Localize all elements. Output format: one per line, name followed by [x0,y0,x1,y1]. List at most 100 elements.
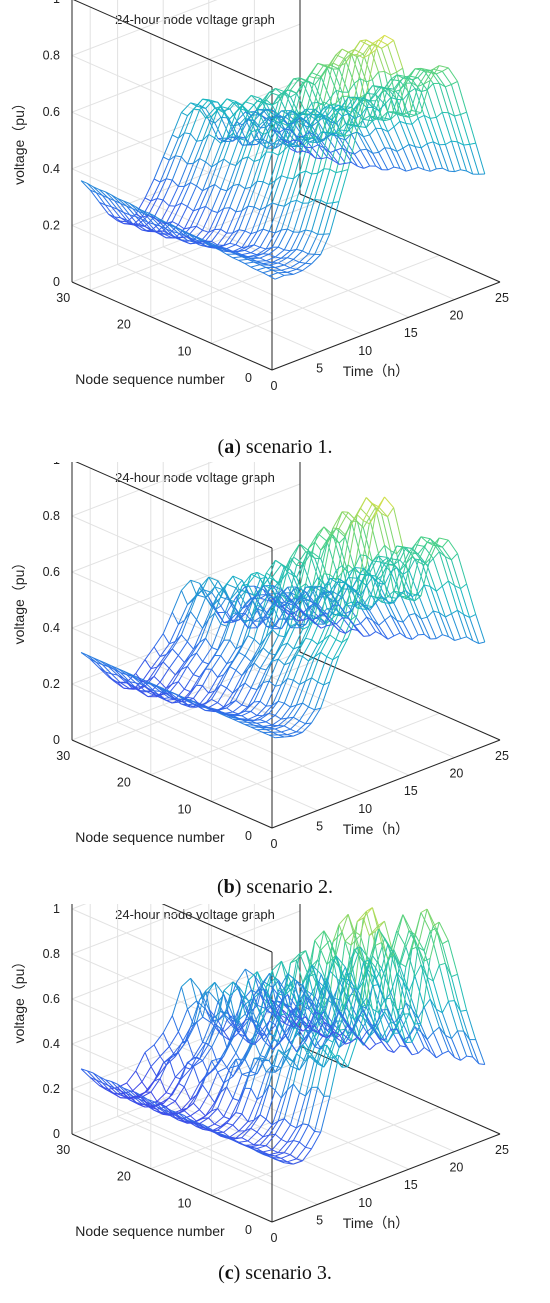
surface-node-line [205,116,212,119]
surface-node-line [272,109,279,119]
surface-time-line [265,103,276,122]
surface-node-line [144,197,152,202]
surface-node-line [208,246,215,249]
surface-time-line [432,141,443,169]
surface-time-line [229,1064,240,1069]
surface-node-line [241,1113,249,1122]
surface-time-line [150,216,161,227]
surface-node-line [341,1003,349,1011]
surface-node-line [417,1006,425,1019]
surface-time-line [299,139,310,174]
surface-node-line [244,597,252,605]
surface-time-line [399,930,410,964]
surface-time-line [283,178,294,207]
surface-node-line [314,602,322,613]
surface-time-line [432,980,443,1013]
surface-node-line [341,48,349,53]
surface-node-line [411,548,419,555]
surface-node-line [226,1067,234,1077]
surface-node-line [232,1065,240,1077]
surface-time-line [223,185,234,209]
surface-time-line [223,102,234,114]
surface-time-line [280,557,291,595]
surface-node-line [129,1095,136,1099]
surface-time-line [274,1118,285,1135]
surface-node-line [226,98,234,103]
surface-time-line [369,134,380,153]
surface-time-line [356,1004,367,1040]
surface-node-line [302,1023,310,1027]
surface-node-line [335,89,343,93]
surface-time-line [250,264,261,268]
surface-node-line [308,706,315,711]
surface-time-line [223,981,234,991]
surface-node-line [293,597,300,601]
surface-time-line [275,736,285,739]
surface-node-line [415,146,422,149]
surface-node-line [196,242,203,245]
surface-time-line [441,546,452,561]
surface-node-line [211,240,218,246]
surface-node-line [272,582,279,590]
surface-time-line [305,254,315,264]
surface-node-line [259,142,267,149]
surface-node-line [126,205,133,210]
surface-node-line [226,716,233,720]
surface-node-line [205,205,212,212]
surface-node-line [281,269,288,273]
surface-node-line [417,546,425,555]
surface-node-line [351,628,358,631]
surface-node-line [138,1091,146,1098]
surface-node-line [266,625,273,630]
surface-time-line [290,953,301,964]
surface-node-line [229,639,237,650]
surface-time-line [411,1008,422,1033]
surface-time-line [187,1000,197,1010]
surface-time-line [199,187,210,209]
surface-node-line [339,162,346,165]
surface-node-line [266,705,273,707]
surface-node-line [159,654,167,657]
surface-node-line [299,680,306,685]
surface-node-line [308,75,315,79]
surface-node-line [278,91,285,96]
surface-node-line [162,1113,170,1116]
surface-node-line [299,1030,307,1042]
surface-time-line [368,965,379,1013]
surface-node-line [108,1085,115,1089]
surface-time-line [271,960,282,971]
surface-node-line [387,166,395,171]
surface-time-line [308,106,319,141]
surface-time-line [217,1012,228,1022]
surface-node-line [390,615,398,621]
surface-time-line [438,1026,449,1052]
surface-time-line [363,604,373,607]
surface-node-line [220,1019,228,1035]
surface-node-line [214,116,222,124]
surface-node-line [99,201,106,206]
surface-node-line [266,1011,273,1014]
surface-node-line [314,592,322,605]
surface-node-line [247,1140,255,1146]
surface-node-line [165,648,173,655]
surface-node-line [269,596,276,599]
surface-time-line [344,139,355,155]
surface-time-line [329,121,340,139]
surface-node-line [314,557,321,560]
surface-node-line [223,1116,230,1120]
surface-node-line [353,993,361,1008]
surface-node-line [293,1018,301,1028]
surface-time-line [259,1134,270,1146]
surface-node-line [326,656,334,661]
surface-node-line [126,219,133,225]
surface-time-line [259,653,270,669]
surface-node-line [460,169,467,172]
surface-time-line [405,112,416,116]
surface-node-line [268,264,276,268]
surface-time-line [271,718,282,726]
surface-node-line [451,140,458,143]
y-tick-label: 10 [177,802,191,816]
surface-node-line [153,646,161,657]
surface-time-line [314,684,325,710]
surface-node-line [287,139,295,143]
